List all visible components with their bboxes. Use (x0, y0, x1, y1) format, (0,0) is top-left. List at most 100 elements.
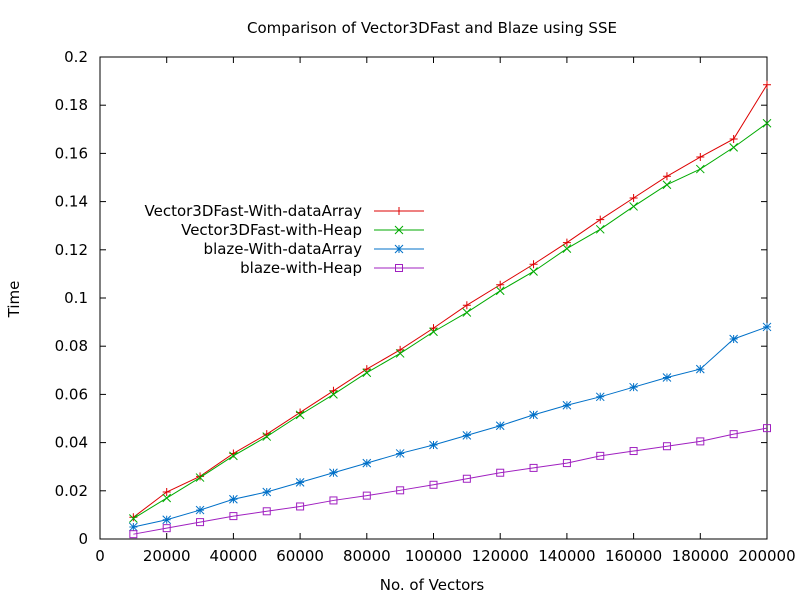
plot-border (99, 56, 768, 540)
x-tick-label: 0 (95, 547, 105, 565)
data-point-square (629, 447, 638, 456)
data-point-square (129, 530, 138, 539)
series-4 (129, 424, 771, 539)
data-point-plus (562, 238, 571, 247)
data-point-star (662, 373, 672, 382)
data-point-star (429, 440, 438, 450)
data-point-square (362, 491, 371, 500)
data-point-cross (462, 308, 472, 317)
data-point-star (595, 392, 605, 402)
y-tick-label: 0.1 (64, 289, 88, 307)
data-point-plus (396, 345, 405, 354)
data-point-cross (529, 267, 538, 276)
data-point-star (162, 515, 172, 525)
data-point-square (696, 437, 705, 446)
data-point-cross (329, 390, 338, 399)
x-tick-label: 160000 (605, 547, 662, 565)
y-tick-label: 0.16 (55, 144, 88, 162)
data-point-cross (162, 493, 172, 503)
y-tick-label: 0.18 (55, 96, 88, 114)
data-point-square (763, 424, 771, 433)
data-point-star (128, 522, 138, 532)
series-group (128, 80, 772, 539)
legend-label: Vector3DFast-with-Heap (181, 221, 362, 239)
data-point-square (262, 507, 271, 516)
x-tick-label: 100000 (405, 547, 462, 565)
x-tick-label: 140000 (538, 547, 595, 565)
data-point-plus (162, 488, 171, 497)
data-point-square (296, 502, 305, 511)
y-tick-label: 0.02 (55, 482, 88, 500)
x-tick-label: 20000 (143, 547, 191, 565)
data-point-star (629, 382, 638, 392)
data-point-plus (729, 134, 738, 143)
data-point-star (329, 468, 338, 478)
series-3 (128, 322, 772, 532)
legend-item: Vector3DFast-with-Heap (181, 221, 424, 239)
data-point-square (729, 430, 738, 439)
x-tick-label: 80000 (343, 547, 391, 565)
data-point-plus (362, 365, 371, 374)
y-axis-label: Time (5, 281, 23, 319)
data-point-plus (395, 207, 403, 215)
data-point-star (394, 244, 404, 254)
data-point-plus (763, 80, 771, 89)
data-point-plus (496, 280, 505, 289)
series-line (133, 84, 768, 518)
data-point-cross (229, 451, 238, 461)
data-point-plus (596, 215, 605, 224)
data-point-star (362, 458, 372, 468)
data-point-cross (362, 368, 372, 378)
y-tick-label: 0.12 (55, 241, 88, 259)
x-tick-label: 180000 (672, 547, 729, 565)
legend-item: Vector3DFast-With-dataArray (145, 202, 424, 220)
data-point-cross (562, 244, 572, 253)
data-point-plus (696, 153, 705, 162)
data-point-star (229, 494, 238, 504)
data-point-star (395, 449, 405, 458)
data-point-square (395, 264, 403, 272)
y-tick-label: 0.06 (55, 385, 88, 403)
data-point-square (429, 480, 438, 489)
x-tick-label: 40000 (210, 547, 258, 565)
series-line (133, 427, 768, 535)
data-point-cross (629, 202, 638, 211)
series-line (133, 122, 768, 519)
data-point-square (596, 451, 605, 460)
series-1 (129, 80, 771, 522)
data-point-star (495, 421, 505, 431)
data-point-cross (128, 514, 138, 523)
data-point-plus (462, 301, 471, 310)
y-tick-label: 0.08 (55, 337, 88, 355)
data-point-star (195, 505, 205, 515)
data-point-star (762, 322, 772, 332)
data-point-square (562, 459, 571, 468)
legend-item: blaze-With-dataArray (204, 240, 424, 258)
data-point-cross (394, 225, 404, 235)
series-2 (128, 118, 772, 523)
data-point-star (562, 400, 572, 410)
data-point-square (162, 524, 171, 533)
legend-label: Vector3DFast-With-dataArray (145, 202, 363, 220)
legend: Vector3DFast-With-dataArrayVector3DFast-… (145, 202, 424, 277)
data-point-cross (695, 164, 705, 174)
data-point-cross (262, 432, 272, 441)
data-point-star (262, 487, 272, 497)
data-point-square (496, 468, 505, 477)
y-tick-label: 0.2 (64, 48, 88, 66)
chart-title: Comparison of Vector3DFast and Blaze usi… (247, 19, 617, 37)
data-point-cross (762, 118, 772, 128)
data-point-cross (295, 410, 305, 420)
data-point-square (529, 463, 538, 472)
data-point-star (295, 478, 305, 487)
data-point-cross (429, 327, 438, 337)
data-point-star (529, 410, 538, 420)
data-point-square (462, 474, 471, 483)
data-point-star (695, 364, 705, 374)
data-point-square (329, 496, 338, 505)
legend-label: blaze-With-dataArray (204, 240, 363, 258)
data-point-square (196, 518, 205, 527)
y-tick-label: 0.04 (55, 434, 88, 452)
x-tick-label: 200000 (738, 547, 795, 565)
